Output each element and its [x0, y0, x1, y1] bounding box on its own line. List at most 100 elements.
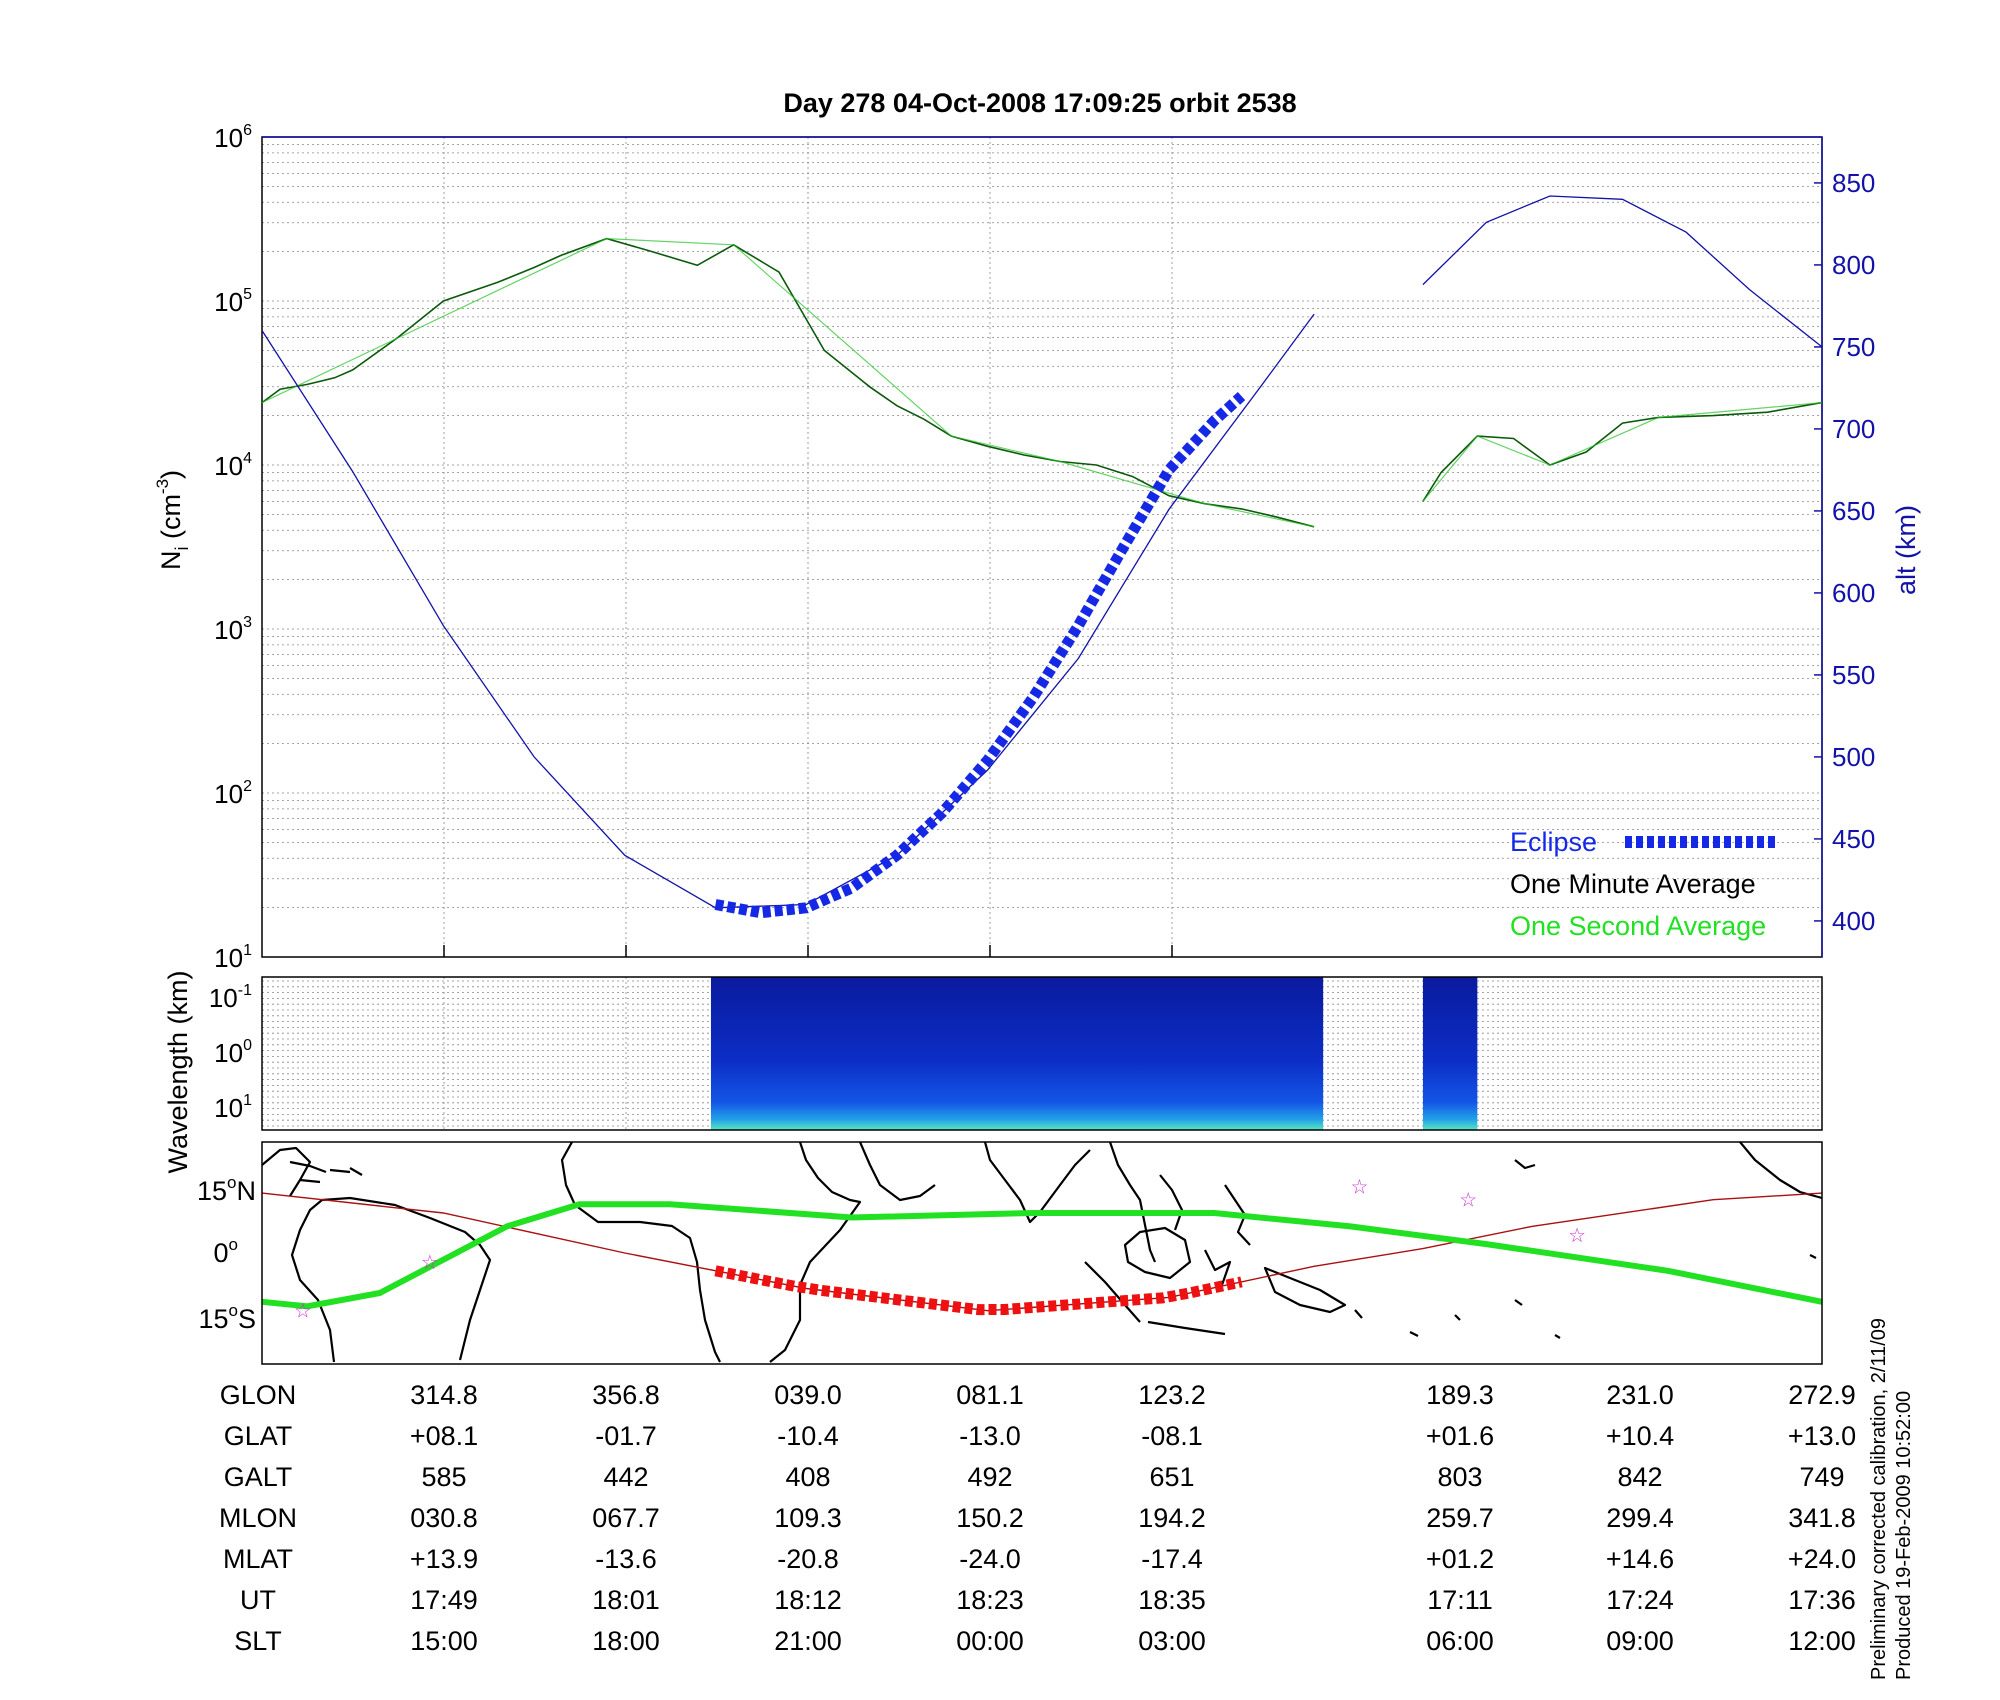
density-second-line	[261, 237, 1315, 528]
table-row-label: MLON	[219, 1503, 297, 1533]
eclipse-line	[714, 392, 1246, 919]
java-island	[1147, 1320, 1226, 1336]
density-axis-label: Ni (cm-3)	[153, 470, 192, 570]
table-cell: 18:12	[774, 1585, 842, 1615]
table-cell: 109.3	[774, 1503, 842, 1533]
table-cell: 749	[1799, 1462, 1844, 1492]
table-cell: 081.1	[956, 1380, 1024, 1410]
table-cell: -13.0	[959, 1421, 1021, 1451]
y-tick-label: 106	[214, 122, 252, 153]
table-cell: 408	[785, 1462, 830, 1492]
footnote-line-2: Produced 19-Feb-2009 10:52:00	[1893, 1391, 1915, 1680]
pacific-islands	[1354, 1299, 1561, 1339]
latitude-ticks: 15oN 0o 15oS	[197, 1173, 256, 1334]
table-cell: 585	[421, 1462, 466, 1492]
table-cell: 231.0	[1606, 1380, 1674, 1410]
table-row-label: UT	[240, 1585, 276, 1615]
altitude-tick-label: 650	[1832, 496, 1875, 526]
caribbean-islands	[349, 1167, 363, 1176]
table-cell: -10.4	[777, 1421, 839, 1451]
orbit-table: GLON GLAT GALT MLON MLAT UT SLT 314.8 +08.1 585 03…	[219, 1380, 1856, 1656]
table-cell: 150.2	[956, 1503, 1024, 1533]
coastline-map	[261, 1141, 1823, 1363]
table-row-label: GLON	[220, 1380, 297, 1410]
table-cell: +01.6	[1426, 1421, 1494, 1451]
y-tick-label: 101	[214, 942, 252, 973]
table-cell: 18:23	[956, 1585, 1024, 1615]
table-cell: 09:00	[1606, 1626, 1674, 1656]
legend-eclipse-label: Eclipse	[1510, 827, 1597, 857]
table-cell: 03:00	[1138, 1626, 1206, 1656]
chart-title: Day 278 04-Oct-2008 17:09:25 orbit 2538	[783, 88, 1296, 118]
y-tick-label: 105	[214, 286, 252, 317]
table-cell: 15:00	[410, 1626, 478, 1656]
table-cell: -20.8	[777, 1544, 839, 1574]
borneo-island	[1123, 1226, 1192, 1280]
table-cell: 272.9	[1788, 1380, 1856, 1410]
pacific-islands	[1514, 1159, 1817, 1259]
altitude-tick-label: 550	[1832, 660, 1875, 690]
lat-tick-label: 15oS	[198, 1301, 256, 1334]
new-guinea-coast	[1263, 1266, 1347, 1314]
table-cell: 030.8	[410, 1503, 478, 1533]
sumatra-island	[1084, 1261, 1141, 1323]
table-cell: +01.2	[1426, 1544, 1494, 1574]
table-cell: 18:35	[1138, 1585, 1206, 1615]
table-row-label: SLT	[234, 1626, 282, 1656]
table-cell: 12:00	[1788, 1626, 1856, 1656]
ground-track-eclipse-line	[714, 1265, 1243, 1316]
table-cell: 356.8	[592, 1380, 660, 1410]
map-data: ☆ ☆ ☆ ☆ ☆	[261, 1176, 1823, 1323]
star-icon: ☆	[1350, 1176, 1368, 1198]
table-cell: -17.4	[1141, 1544, 1203, 1574]
star-icon: ☆	[1568, 1225, 1586, 1247]
map-frame	[261, 1141, 1823, 1365]
altitude-axis-label: alt (km)	[1891, 505, 1921, 595]
table-cell: 123.2	[1138, 1380, 1206, 1410]
table-cell: +13.0	[1788, 1421, 1856, 1451]
altitude-tick-label: 400	[1832, 906, 1875, 936]
table-row-label: GALT	[224, 1462, 293, 1492]
altitude-tick-label: 750	[1832, 332, 1875, 362]
y-tick-label: 103	[214, 614, 252, 645]
spectrogram-block	[1422, 977, 1478, 1130]
table-cell: 067.7	[592, 1503, 660, 1533]
legend-one-minute-label: One Minute Average	[1510, 869, 1756, 899]
spectrogram-frame	[261, 976, 1823, 1131]
central-america-coast	[261, 1146, 312, 1197]
table-cell: 17:36	[1788, 1585, 1856, 1615]
star-icon: ☆	[421, 1252, 439, 1274]
table-cell: 194.2	[1138, 1503, 1206, 1533]
y-tick-label: 102	[214, 778, 252, 809]
table-cell: +14.6	[1606, 1544, 1674, 1574]
table-cell: 17:49	[410, 1585, 478, 1615]
table-cell: -08.1	[1141, 1421, 1203, 1451]
table-cell: +13.9	[410, 1544, 478, 1574]
density-second-line	[1422, 402, 1823, 502]
map-panel: ☆ ☆ ☆ ☆ ☆ 15oN 0o 15oS	[197, 1141, 1823, 1365]
top-panel: 101 102 103 104 105 106 Ni (cm-3) 400 450…	[153, 122, 1921, 973]
south-america-coast	[290, 1196, 492, 1363]
altitude-line	[261, 313, 1315, 909]
table-row-label: MLAT	[223, 1544, 293, 1574]
table-cell: 17:24	[1606, 1585, 1674, 1615]
table-cell: -13.6	[595, 1544, 657, 1574]
sulawesi-island	[1204, 1249, 1232, 1286]
table-cell: 299.4	[1606, 1503, 1674, 1533]
table-cell: 651	[1149, 1462, 1194, 1492]
magnetic-equator-line	[261, 1201, 1823, 1310]
legend-one-second-label: One Second Average	[1510, 911, 1766, 941]
southeast-asia-coast	[1108, 1141, 1184, 1263]
table-cell: 00:00	[956, 1626, 1024, 1656]
spectrogram-block	[710, 977, 1324, 1130]
table-cell: +24.0	[1788, 1544, 1856, 1574]
footnote-line-1: Preliminary corrected calibration, 2/11/…	[1868, 1318, 1890, 1680]
top-panel-grid	[262, 137, 1822, 958]
spectrogram-panel: 10-1 100 101 Wavelength (km)	[163, 970, 1823, 1174]
altitude-tick-label: 500	[1832, 742, 1875, 772]
table-cell: 842	[1617, 1462, 1662, 1492]
density-axis-ticks: 101 102 103 104 105 106	[214, 122, 252, 973]
table-cell: -24.0	[959, 1544, 1021, 1574]
altitude-tick-label: 700	[1832, 414, 1875, 444]
